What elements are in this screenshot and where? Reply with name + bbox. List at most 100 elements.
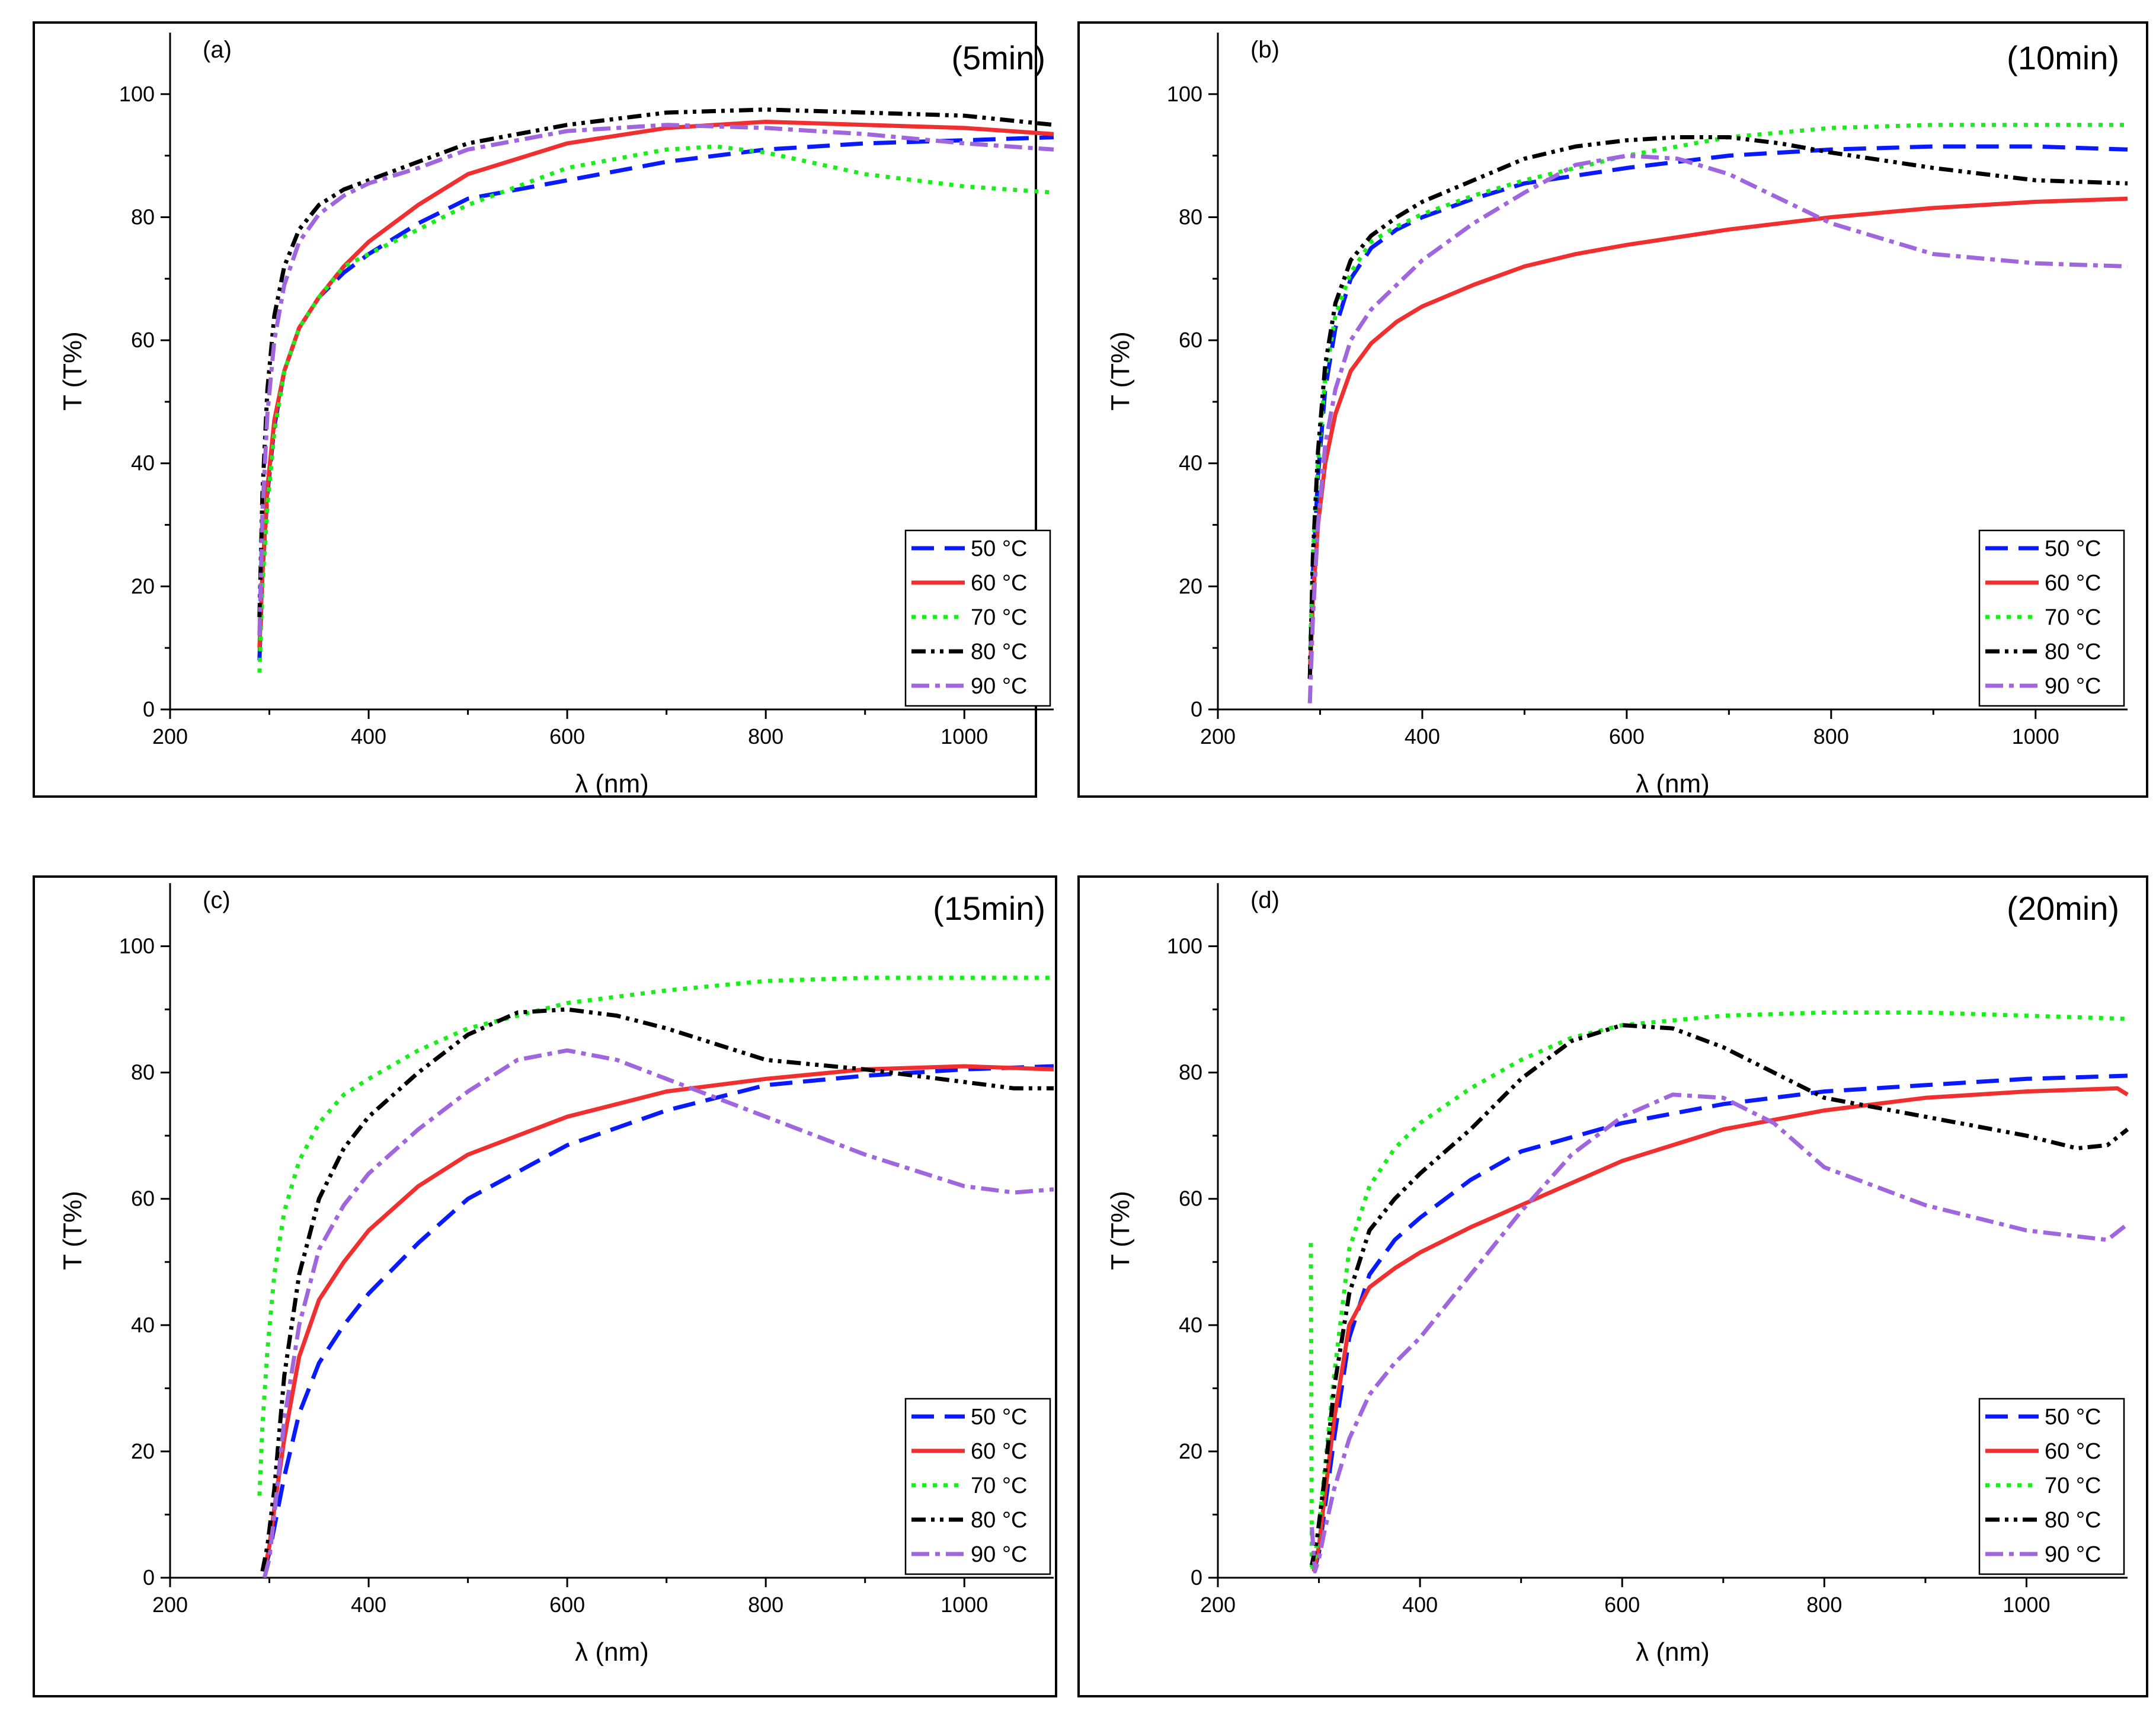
y-axis-title: T (T%): [58, 331, 87, 411]
y-tick-label: 20: [131, 574, 155, 598]
y-tick-label: 80: [131, 1060, 155, 1085]
legend-label: 80 °C: [2045, 640, 2101, 664]
series-90c: [262, 1048, 1054, 1578]
legend-label: 60 °C: [971, 1439, 1027, 1464]
legend-label: 50 °C: [971, 536, 1027, 561]
legend-label: 80 °C: [2045, 1508, 2101, 1533]
legend: 50 °C 60 °C 70 °C 80 °C 90 °C: [904, 529, 1051, 707]
series-80c: [260, 1007, 1054, 1572]
legend-box: [1978, 529, 2125, 707]
series-80c: [257, 107, 1054, 618]
legend-label: 50 °C: [2045, 536, 2101, 561]
x-tick-label: 600: [1609, 724, 1645, 749]
x-tick-label: 200: [1200, 724, 1236, 749]
series-50c: [262, 1064, 1054, 1572]
panel-c: 0 20 40 60 80 100 200 400 600 800 1000 λ (nm) T (T%)…: [33, 875, 1057, 1697]
x-tick-label: 1000: [941, 1593, 988, 1617]
x-tick-label: 800: [748, 724, 783, 749]
series-80c: [1307, 135, 2128, 679]
series-70c: [1309, 1010, 2128, 1574]
series-50c: [1311, 1073, 2128, 1572]
y-tick-label: 20: [1179, 574, 1202, 598]
panel-letter: (a): [203, 37, 232, 63]
legend: 50 °C 60 °C 70 °C 80 °C 90 °C: [1978, 529, 2125, 707]
panel-letter: (b): [1250, 37, 1279, 63]
legend-label: 90 °C: [971, 1542, 1027, 1567]
y-tick-label: 60: [1179, 328, 1202, 352]
legend-label: 70 °C: [971, 1473, 1027, 1498]
legend-label: 90 °C: [971, 674, 1027, 699]
x-tick-label: 400: [1405, 724, 1440, 749]
y-tick-label: 80: [131, 204, 155, 229]
x-axis-title: λ (nm): [575, 1638, 649, 1667]
panel-title: (15min): [933, 890, 1045, 927]
y-tick-label: 60: [131, 328, 155, 352]
y-tick-label: 40: [1179, 451, 1202, 475]
x-tick-label: 800: [1806, 1593, 1842, 1617]
x-axis-title: λ (nm): [575, 769, 649, 798]
x-tick-label: 200: [1200, 1593, 1236, 1617]
legend: 50 °C 60 °C 70 °C 80 °C 90 °C: [904, 1398, 1051, 1575]
x-axis-title: λ (nm): [1636, 1638, 1710, 1667]
series-50c: [1307, 144, 2128, 679]
y-tick-label: 60: [131, 1187, 155, 1211]
y-tick-label: 40: [131, 451, 155, 475]
legend: 50 °C 60 °C 70 °C 80 °C 90 °C: [1978, 1398, 2125, 1575]
y-tick-label: 60: [1179, 1187, 1202, 1211]
x-axis-title: λ (nm): [1636, 769, 1710, 798]
panel-title: (10min): [2007, 39, 2119, 76]
panel-a: 0 20 40 60 80 100 200 400 600 800 1000 λ (nm) T (T%)…: [33, 21, 1054, 798]
x-tick-label: 200: [152, 1593, 188, 1617]
y-tick-label: 40: [131, 1313, 155, 1337]
x-tick-label: 800: [1813, 724, 1849, 749]
x-tick-label: 600: [549, 1593, 585, 1617]
legend-box: [1978, 1398, 2125, 1575]
x-tick-label: 600: [549, 724, 585, 749]
series-70c: [257, 976, 1054, 1496]
panel-letter: (c): [203, 887, 231, 913]
y-tick-label: 40: [1179, 1313, 1202, 1337]
legend-label: 60 °C: [2045, 571, 2101, 596]
legend-label: 80 °C: [971, 640, 1027, 664]
panel-frame: [33, 875, 1057, 1697]
x-tick-label: 1000: [2012, 724, 2059, 749]
x-tick-label: 400: [351, 724, 386, 749]
legend-label: 90 °C: [2045, 674, 2101, 699]
legend-label: 60 °C: [2045, 1439, 2101, 1464]
y-tick-label: 0: [1191, 1565, 1202, 1590]
series-70c: [1307, 123, 2128, 661]
panel-title: (20min): [2007, 890, 2119, 927]
series-group: [1307, 123, 2128, 704]
y-axis-title: T (T%): [58, 1191, 87, 1270]
legend-label: 80 °C: [971, 1508, 1027, 1533]
panel-d: 0 20 40 60 80 100 200 400 600 800 1000 λ (nm) T (T%)…: [1077, 875, 2148, 1697]
y-tick-label: 100: [119, 934, 155, 958]
legend-label: 70 °C: [971, 605, 1027, 630]
x-tick-label: 1000: [2003, 1593, 2050, 1617]
y-tick-label: 100: [119, 82, 155, 106]
legend-label: 50 °C: [971, 1405, 1027, 1430]
series-60c: [257, 120, 1054, 648]
legend-label: 70 °C: [2045, 1473, 2101, 1498]
y-tick-label: 80: [1179, 1060, 1202, 1085]
legend-box: [904, 529, 1051, 707]
x-tick-label: 200: [152, 724, 188, 749]
series-90c: [257, 123, 1054, 636]
series-group: [1309, 1010, 2129, 1574]
x-tick-label: 1000: [941, 724, 988, 749]
panel-frame: [1077, 875, 2148, 1697]
series-group: [257, 976, 1054, 1578]
x-tick-label: 400: [351, 1593, 386, 1617]
y-tick-label: 0: [143, 1565, 155, 1590]
series-80c: [1310, 1023, 2129, 1566]
y-tick-label: 80: [1179, 204, 1202, 229]
y-tick-label: 100: [1167, 82, 1202, 106]
y-axis-title: T (T%): [1106, 1191, 1135, 1270]
x-tick-label: 400: [1402, 1593, 1438, 1617]
y-tick-label: 0: [143, 697, 155, 721]
y-tick-label: 20: [131, 1439, 155, 1463]
panel-title: (5min): [951, 39, 1045, 76]
legend-label: 90 °C: [2045, 1542, 2101, 1567]
x-tick-label: 600: [1604, 1593, 1640, 1617]
